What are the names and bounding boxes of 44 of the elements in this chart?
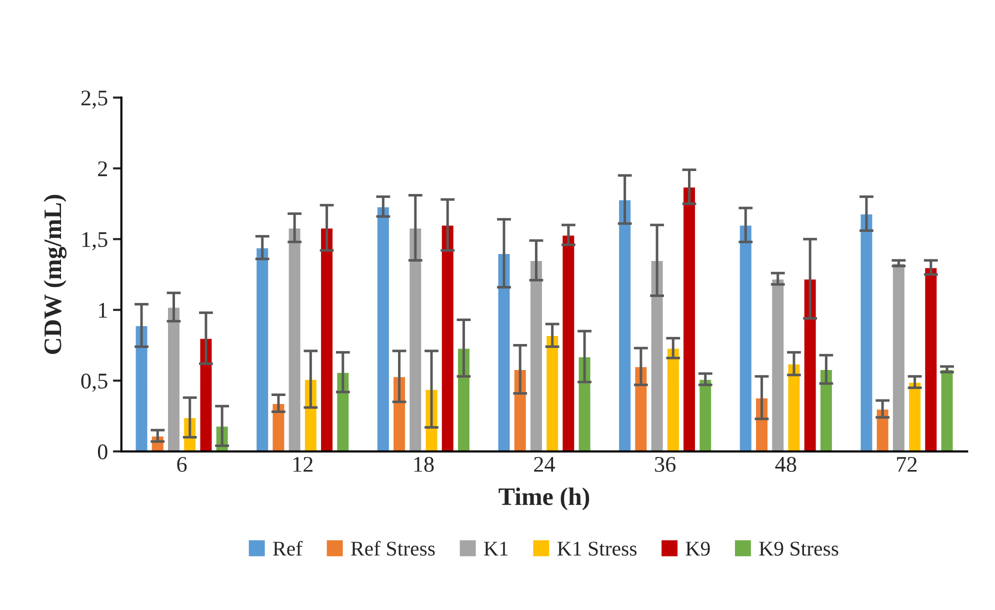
x-tick-label: 24 xyxy=(534,456,556,472)
y-tick-label: 1 xyxy=(99,302,107,318)
y-tick-label: 2 xyxy=(98,161,107,176)
bar xyxy=(440,224,455,452)
bar xyxy=(408,227,423,452)
bar xyxy=(940,368,954,452)
bar xyxy=(456,347,471,452)
x-tick-label: 18 xyxy=(414,456,434,472)
bar xyxy=(859,212,874,452)
legend-label: K1 xyxy=(484,542,508,556)
bar xyxy=(496,252,512,452)
bar xyxy=(134,324,149,452)
y-tick-label: 1,5 xyxy=(82,232,108,250)
bar xyxy=(875,408,890,452)
legend-label: K1 Stress xyxy=(557,542,636,556)
bar xyxy=(577,356,592,452)
y-tick-label: 2,5 xyxy=(81,90,108,109)
bar xyxy=(924,266,938,452)
y-tick-label: 0,5 xyxy=(81,374,108,392)
x-axis-title: Time (h) xyxy=(498,488,590,510)
bar xyxy=(650,260,664,452)
bar xyxy=(819,368,834,452)
bar xyxy=(802,278,818,452)
legend-label: Ref Stress xyxy=(351,540,435,556)
bar xyxy=(271,402,286,452)
x-tick-label: 6 xyxy=(177,456,187,472)
bar xyxy=(287,227,302,452)
y-tick-label: 0 xyxy=(98,444,108,460)
bar xyxy=(618,198,632,452)
x-tick-label: 36 xyxy=(655,456,676,472)
bar xyxy=(512,368,528,452)
bar xyxy=(634,366,648,452)
x-tick-label: 48 xyxy=(775,456,796,472)
bar xyxy=(561,234,576,452)
bar xyxy=(255,246,270,452)
legend-label: K9 Stress xyxy=(759,542,838,556)
bar xyxy=(786,362,802,452)
x-tick-label: 12 xyxy=(293,456,313,472)
x-tick-label: 72 xyxy=(897,456,917,472)
bar xyxy=(198,337,214,452)
y-axis-title: CDW (mg/mL) xyxy=(44,194,67,354)
legend-label: Ref xyxy=(273,540,303,556)
bar xyxy=(336,371,350,452)
legend-label: K9 xyxy=(686,542,710,556)
